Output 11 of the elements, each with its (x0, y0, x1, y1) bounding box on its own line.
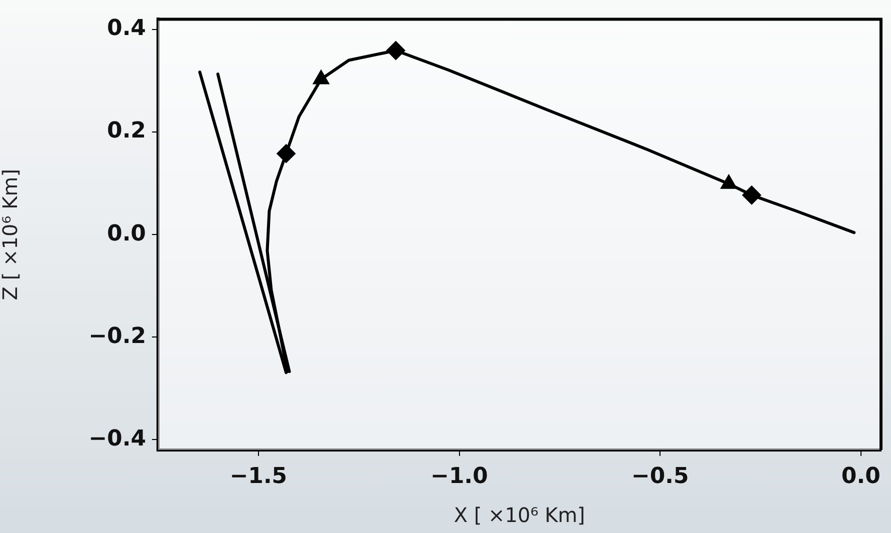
y-tick-label: −0.4 (88, 426, 146, 452)
y-tick-label: 0.4 (107, 16, 146, 42)
x-axis-title: X [ ×10⁶ Km] (454, 503, 586, 528)
x-tick-label: −1.0 (430, 464, 488, 489)
y-tick-label: 0.2 (107, 118, 146, 144)
y-tick-label: −0.2 (88, 324, 146, 349)
x-tick-label: 0.0 (841, 464, 880, 489)
y-tick-label: 0.0 (107, 221, 146, 246)
x-tick-label: −1.5 (230, 464, 288, 489)
y-axis-title: Z [ ×10⁶ Km] (0, 169, 22, 300)
x-tick-label: −0.5 (631, 464, 689, 489)
